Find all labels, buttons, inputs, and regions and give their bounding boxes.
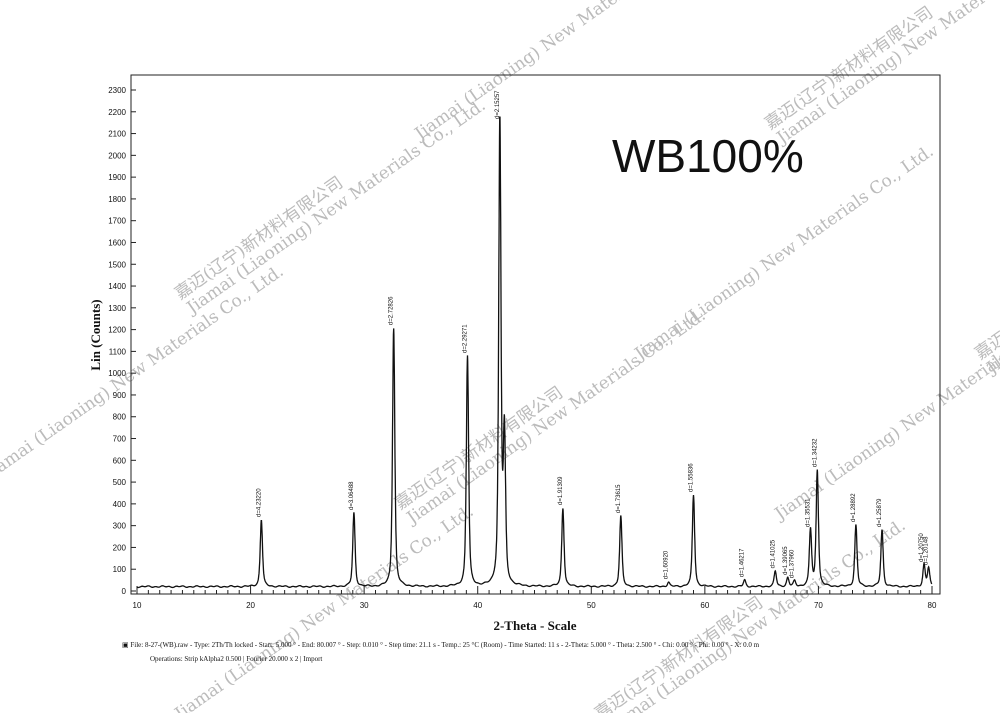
peak-label: d=1.91309 [558,476,564,505]
y-tick-label: 200 [113,543,127,552]
peak-label: d=2.15257 [495,90,501,119]
chart-title: WB100% [612,130,804,182]
peak-label: d=1.37960 [790,549,796,578]
peak-label: d=1.34232 [812,438,818,467]
operations-info: Operations: Strip kAlpha2 0.500 | Fourie… [150,655,323,663]
peak-label: d=1.20750 [919,533,925,562]
peak-label: d=1.39065 [783,546,789,575]
scan-info-text: File: 8-27-(WB).raw - Type: 2Th/Th locke… [130,641,760,649]
y-tick-label: 900 [113,391,127,400]
x-axis: 10 20 30 40 50 60 70 80 [133,586,937,610]
y-tick-label: 0 [122,587,127,596]
peak-label: d=1.41025 [770,539,776,568]
watermark-en: Jiamai (Liaoning) New Materials Co., Ltd… [770,301,1000,525]
y-tick-label: 300 [113,522,127,531]
y-tick-label: 2300 [108,86,126,95]
watermark-en: Jiamai (Liaoning) New Materials Co., Ltd… [170,501,478,713]
y-tick-label: 2200 [108,108,126,117]
y-tick-label: 2100 [108,130,126,139]
watermark-cn: 嘉迈(辽宁)新材料有限公司 [761,3,937,134]
peak-label: d=1.28892 [851,493,857,522]
y-tick-label: 600 [113,456,127,465]
y-tick-label: 1400 [108,282,126,291]
x-tick-label: 40 [473,601,482,610]
y-tick-label: 1800 [108,195,126,204]
x-tick-label: 80 [928,601,937,610]
peak-label: d=3.06488 [349,481,355,510]
peak-label: d=1.35531 [805,498,811,527]
y-tick-label: 1000 [108,369,126,378]
watermark-cn: 嘉迈(辽宁)新材料有限公司 [971,233,1000,364]
x-tick-label: 10 [133,601,142,610]
y-tick-label: 1600 [108,238,126,247]
x-tick-label: 30 [360,601,369,610]
peak-label: d=1.25879 [877,498,883,527]
peak-label: d=4.23220 [256,488,262,517]
x-tick-label: 50 [587,601,596,610]
y-tick-label: 1200 [108,326,126,335]
scan-info: ▣ File: 8-27-(WB).raw - Type: 2Th/Th loc… [122,641,760,649]
peak-labels: d=4.23220 d=3.06488 d=2.72826 d=2.29271 d=2.… [256,90,929,579]
peak-label: d=1.73615 [616,484,622,513]
x-tick-label: 20 [246,601,255,610]
y-axis: 0 100 200 300 400 500 600 700 800 900 1000 1100 1200… [108,86,136,596]
plot-frame [130,74,941,595]
y-tick-label: 1100 [109,347,127,356]
y-tick-label: 400 [113,500,127,509]
peak-label: d=1.46217 [740,548,746,577]
x-axis-label: 2-Theta - Scale [493,618,576,633]
y-tick-label: 700 [113,435,127,444]
y-tick-label: 500 [113,478,127,487]
y-tick-label: 1500 [108,260,126,269]
peak-label: d=1.55836 [689,463,695,492]
peak-label: d=1.20148 [924,536,930,565]
x-tick-label: 60 [700,601,709,610]
peak-label: d=2.29271 [462,324,468,353]
y-axis-label: Lin (Counts) [88,299,103,370]
y-tick-label: 100 [113,565,127,574]
watermark-cn: 嘉迈(辽宁)新材料有限公司 [391,383,567,514]
y-tick-label: 1700 [108,217,126,226]
x-tick-label: 70 [814,601,823,610]
diffraction-pattern-line [136,116,933,589]
y-tick-label: 1300 [108,304,126,313]
y-tick-label: 1900 [108,173,126,182]
peak-label: d=2.72826 [389,296,395,325]
watermark-cn: 嘉迈(辽宁)新材料有限公司 [591,593,767,713]
y-tick-label: 800 [113,413,127,422]
y-tick-label: 2000 [108,151,126,160]
watermark-en: Jiamai (Liaoning) New Materials Co., Ltd… [0,261,287,485]
peak-label: d=1.60920 [664,550,670,579]
